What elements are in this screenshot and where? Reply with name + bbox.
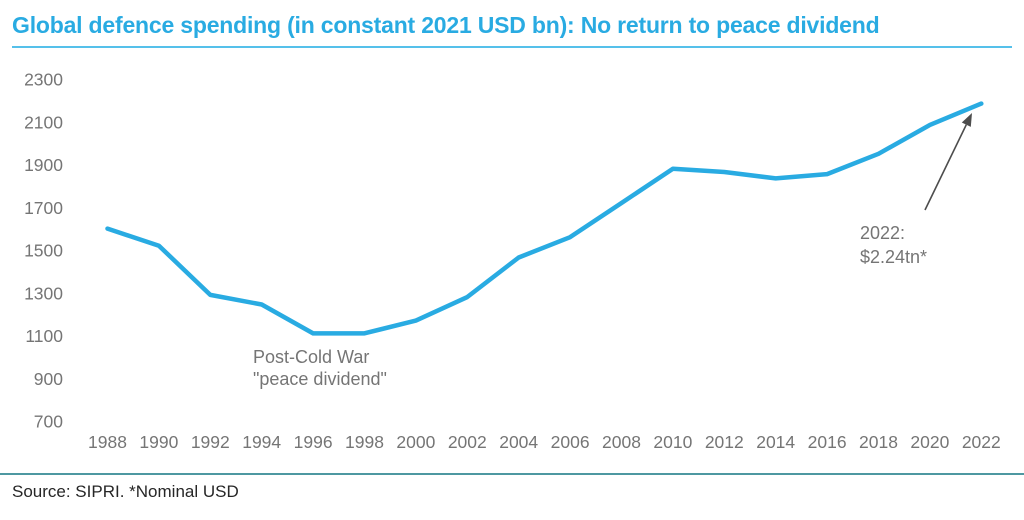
y-tick-label: 1300 [24, 283, 63, 303]
x-tick-label: 2014 [756, 432, 795, 452]
y-tick-label: 2100 [24, 112, 63, 132]
x-tick-label: 1998 [345, 432, 384, 452]
x-tick-label: 2020 [910, 432, 949, 452]
annotation-peace-dividend-line1: Post-Cold War [253, 347, 370, 367]
x-tick-label: 1990 [139, 432, 178, 452]
y-tick-label: 1100 [25, 326, 63, 346]
annotation-arrow-icon [924, 113, 972, 211]
y-tick-label: 700 [34, 412, 63, 432]
x-tick-label: 2010 [653, 432, 692, 452]
chart-svg: 700 900 1100 1300 1500 1700 1900 2100 2300 1988 19… [24, 70, 1001, 453]
x-tick-label: 2008 [602, 432, 641, 452]
annotation-2022-value: 2022: $2.24tn* [860, 221, 927, 269]
y-tick-label: 1500 [24, 241, 63, 261]
x-tick-label: 2012 [705, 432, 744, 452]
x-tick-label: 1996 [294, 432, 333, 452]
spending-line-series [105, 101, 984, 336]
x-tick-label: 1994 [242, 432, 281, 452]
annotation-2022-line2: $2.24tn* [860, 247, 928, 267]
chart-area: 700 900 1100 1300 1500 1700 1900 2100 2300 1988 19… [0, 53, 1024, 460]
x-tick-label: 2004 [499, 432, 538, 452]
x-tick-label: 1992 [191, 432, 230, 452]
x-tick-label: 2000 [396, 432, 435, 452]
annotation-peace-dividend-line2: "peace dividend" [253, 369, 387, 389]
x-tick-label: 1988 [88, 432, 127, 452]
source-note: Source: SIPRI. *Nominal USD [12, 482, 239, 501]
x-tick-label: 2018 [859, 432, 898, 452]
y-tick-label: 900 [34, 369, 63, 389]
x-tick-label: 2022 [962, 432, 1001, 452]
footer-divider [0, 473, 1024, 475]
y-tick-label: 1900 [24, 155, 63, 175]
annotation-peace-dividend: Post-Cold War "peace dividend" [253, 346, 387, 390]
title-underline [12, 46, 1012, 48]
y-tick-label: 2300 [24, 70, 63, 90]
y-tick-label: 1700 [24, 198, 63, 218]
x-tick-label: 2016 [808, 432, 847, 452]
x-tick-label: 2002 [448, 432, 487, 452]
annotation-2022-line1: 2022: [860, 223, 906, 243]
page-title: Global defence spending (in constant 202… [12, 12, 880, 38]
x-tick-label: 2006 [551, 432, 590, 452]
